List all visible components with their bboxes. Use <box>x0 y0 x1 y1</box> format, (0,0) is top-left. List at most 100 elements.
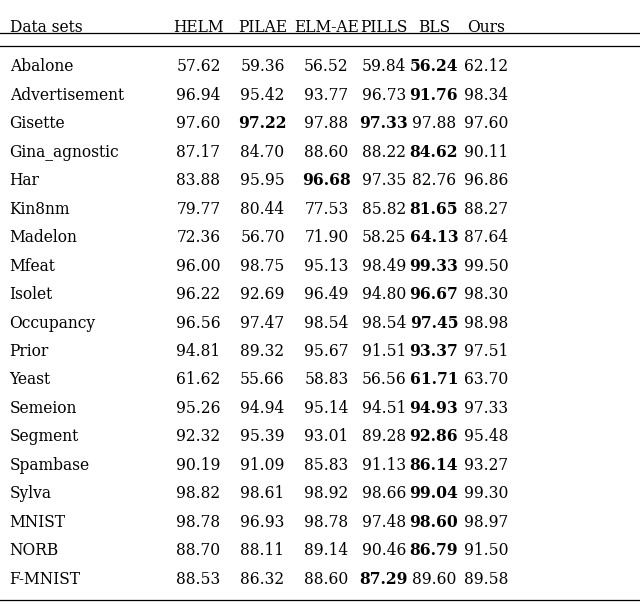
Text: 56.52: 56.52 <box>304 58 349 75</box>
Text: 89.60: 89.60 <box>412 571 456 588</box>
Text: 92.32: 92.32 <box>177 429 220 445</box>
Text: 86.32: 86.32 <box>241 571 284 588</box>
Text: 61.71: 61.71 <box>410 371 458 388</box>
Text: MNIST: MNIST <box>10 514 65 531</box>
Text: 88.53: 88.53 <box>176 571 221 588</box>
Text: 97.60: 97.60 <box>176 116 221 132</box>
Text: 86.14: 86.14 <box>410 457 458 474</box>
Text: 91.13: 91.13 <box>362 457 406 474</box>
Text: 93.77: 93.77 <box>305 87 348 104</box>
Text: 84.62: 84.62 <box>410 144 458 161</box>
Text: 99.50: 99.50 <box>464 258 509 275</box>
Text: Advertisement: Advertisement <box>10 87 124 104</box>
Text: 94.81: 94.81 <box>177 343 220 360</box>
Text: 99.04: 99.04 <box>410 485 458 502</box>
Text: Har: Har <box>10 172 40 189</box>
Text: Yeast: Yeast <box>10 371 51 388</box>
Text: 87.64: 87.64 <box>465 229 508 246</box>
Text: 63.70: 63.70 <box>464 371 509 388</box>
Text: Segment: Segment <box>10 429 79 445</box>
Text: 98.54: 98.54 <box>362 314 406 332</box>
Text: 96.00: 96.00 <box>176 258 221 275</box>
Text: 87.17: 87.17 <box>177 144 220 161</box>
Text: 59.36: 59.36 <box>240 58 285 75</box>
Text: 56.70: 56.70 <box>240 229 285 246</box>
Text: Data sets: Data sets <box>10 19 82 36</box>
Text: 86.79: 86.79 <box>410 542 458 559</box>
Text: 98.92: 98.92 <box>304 485 349 502</box>
Text: Gina_agnostic: Gina_agnostic <box>10 144 119 161</box>
Text: 88.60: 88.60 <box>304 144 349 161</box>
Text: 95.26: 95.26 <box>176 400 221 417</box>
Text: 81.65: 81.65 <box>410 200 458 218</box>
Text: 61.62: 61.62 <box>176 371 221 388</box>
Text: Gisette: Gisette <box>10 116 65 132</box>
Text: 92.86: 92.86 <box>410 429 458 445</box>
Text: 97.35: 97.35 <box>362 172 406 189</box>
Text: Semeion: Semeion <box>10 400 77 417</box>
Text: 97.88: 97.88 <box>305 116 348 132</box>
Text: 97.88: 97.88 <box>412 116 456 132</box>
Text: 96.22: 96.22 <box>176 286 221 303</box>
Text: 97.22: 97.22 <box>238 116 287 132</box>
Text: 85.82: 85.82 <box>362 200 406 218</box>
Text: 56.24: 56.24 <box>410 58 458 75</box>
Text: 97.51: 97.51 <box>464 343 509 360</box>
Text: 89.14: 89.14 <box>305 542 348 559</box>
Text: 62.12: 62.12 <box>465 58 508 75</box>
Text: PILAE: PILAE <box>238 19 287 36</box>
Text: 95.67: 95.67 <box>304 343 349 360</box>
Text: 98.61: 98.61 <box>240 485 285 502</box>
Text: 96.56: 96.56 <box>176 314 221 332</box>
Text: 91.50: 91.50 <box>464 542 509 559</box>
Text: 99.30: 99.30 <box>464 485 509 502</box>
Text: 94.94: 94.94 <box>240 400 285 417</box>
Text: 58.83: 58.83 <box>304 371 349 388</box>
Text: F-MNIST: F-MNIST <box>10 571 81 588</box>
Text: 87.29: 87.29 <box>360 571 408 588</box>
Text: Abalone: Abalone <box>10 58 73 75</box>
Text: 90.11: 90.11 <box>464 144 509 161</box>
Text: Sylva: Sylva <box>10 485 52 502</box>
Text: Mfeat: Mfeat <box>10 258 56 275</box>
Text: 96.49: 96.49 <box>304 286 349 303</box>
Text: 98.97: 98.97 <box>464 514 509 531</box>
Text: 93.01: 93.01 <box>304 429 349 445</box>
Text: 96.68: 96.68 <box>302 172 351 189</box>
Text: 64.13: 64.13 <box>410 229 458 246</box>
Text: 98.82: 98.82 <box>177 485 220 502</box>
Text: 58.25: 58.25 <box>362 229 406 246</box>
Text: 84.70: 84.70 <box>241 144 284 161</box>
Text: 96.93: 96.93 <box>240 514 285 531</box>
Text: 95.48: 95.48 <box>464 429 509 445</box>
Text: 99.33: 99.33 <box>410 258 458 275</box>
Text: 93.37: 93.37 <box>410 343 458 360</box>
Text: 98.60: 98.60 <box>410 514 458 531</box>
Text: 57.62: 57.62 <box>176 58 221 75</box>
Text: 88.22: 88.22 <box>362 144 406 161</box>
Text: NORB: NORB <box>10 542 59 559</box>
Text: 98.30: 98.30 <box>464 286 509 303</box>
Text: BLS: BLS <box>418 19 450 36</box>
Text: 79.77: 79.77 <box>177 200 220 218</box>
Text: 59.84: 59.84 <box>362 58 406 75</box>
Text: 98.49: 98.49 <box>362 258 406 275</box>
Text: 56.56: 56.56 <box>362 371 406 388</box>
Text: 92.69: 92.69 <box>240 286 285 303</box>
Text: 95.95: 95.95 <box>240 172 285 189</box>
Text: 96.94: 96.94 <box>176 87 221 104</box>
Text: 94.80: 94.80 <box>362 286 406 303</box>
Text: 88.70: 88.70 <box>177 542 220 559</box>
Text: 95.42: 95.42 <box>240 87 285 104</box>
Text: 83.88: 83.88 <box>177 172 220 189</box>
Text: Isolet: Isolet <box>10 286 53 303</box>
Text: Kin8nm: Kin8nm <box>10 200 70 218</box>
Text: 88.60: 88.60 <box>304 571 349 588</box>
Text: PILLS: PILLS <box>360 19 408 36</box>
Text: ELM-AE: ELM-AE <box>294 19 359 36</box>
Text: 89.58: 89.58 <box>464 571 509 588</box>
Text: 98.78: 98.78 <box>305 514 348 531</box>
Text: 88.27: 88.27 <box>465 200 508 218</box>
Text: 80.44: 80.44 <box>241 200 284 218</box>
Text: 97.33: 97.33 <box>360 116 408 132</box>
